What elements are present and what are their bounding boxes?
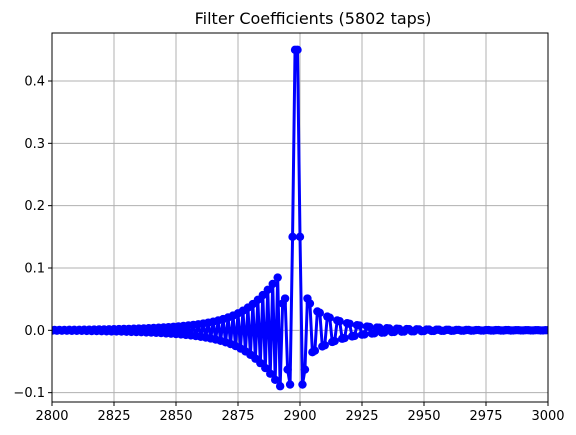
data-point xyxy=(275,382,285,391)
data-point xyxy=(340,333,349,343)
x-tick-label: 2950 xyxy=(407,409,440,424)
data-point xyxy=(365,322,374,332)
data-point xyxy=(345,319,354,328)
chart-title: Filter Coefficients (5802 taps) xyxy=(195,9,432,28)
y-tick-label: 0.3 xyxy=(24,137,45,152)
data-point xyxy=(273,273,282,282)
x-axis-ticks: 2800 2825 2850 2875 2900 2925 2950 2975 3000 xyxy=(35,402,565,424)
data-point xyxy=(258,290,267,300)
data-point xyxy=(288,232,297,242)
x-tick-label: 2875 xyxy=(221,409,254,424)
data-point xyxy=(280,294,290,303)
y-tick-label: −0.1 xyxy=(13,386,45,401)
data-point xyxy=(283,365,292,374)
data-point xyxy=(300,365,310,374)
data-point xyxy=(325,313,334,322)
x-tick-label: 2800 xyxy=(35,409,68,424)
data-point xyxy=(271,375,280,385)
y-tick-label: 0.1 xyxy=(24,261,45,276)
data-series xyxy=(52,45,548,391)
data-point xyxy=(268,279,277,289)
y-tick-label: 0.0 xyxy=(24,324,45,339)
x-tick-label: 2850 xyxy=(159,409,192,424)
x-tick-label: 2925 xyxy=(345,409,378,424)
data-point xyxy=(261,363,270,373)
data-point xyxy=(266,369,275,378)
data-point xyxy=(320,341,329,350)
x-tick-label: 3000 xyxy=(531,409,564,424)
data-point xyxy=(285,380,295,389)
y-tick-label: 0.2 xyxy=(24,199,45,214)
data-point xyxy=(315,308,325,318)
data-point xyxy=(295,232,305,242)
data-point xyxy=(350,331,359,341)
x-tick-label: 2900 xyxy=(283,409,316,424)
data-point xyxy=(293,45,302,55)
data-point xyxy=(360,330,369,339)
data-point xyxy=(263,285,272,294)
data-point xyxy=(335,317,344,326)
data-point xyxy=(305,299,315,308)
y-axis-ticks: −0.1 0.0 0.1 0.2 0.3 0.4 xyxy=(13,74,52,401)
data-point xyxy=(355,321,364,330)
y-tick-label: 0.4 xyxy=(24,74,45,89)
data-point xyxy=(543,325,548,335)
data-point xyxy=(298,380,307,389)
x-tick-label: 2975 xyxy=(469,409,502,424)
data-point xyxy=(330,336,339,346)
x-tick-label: 2825 xyxy=(97,409,130,424)
data-point xyxy=(310,346,320,355)
